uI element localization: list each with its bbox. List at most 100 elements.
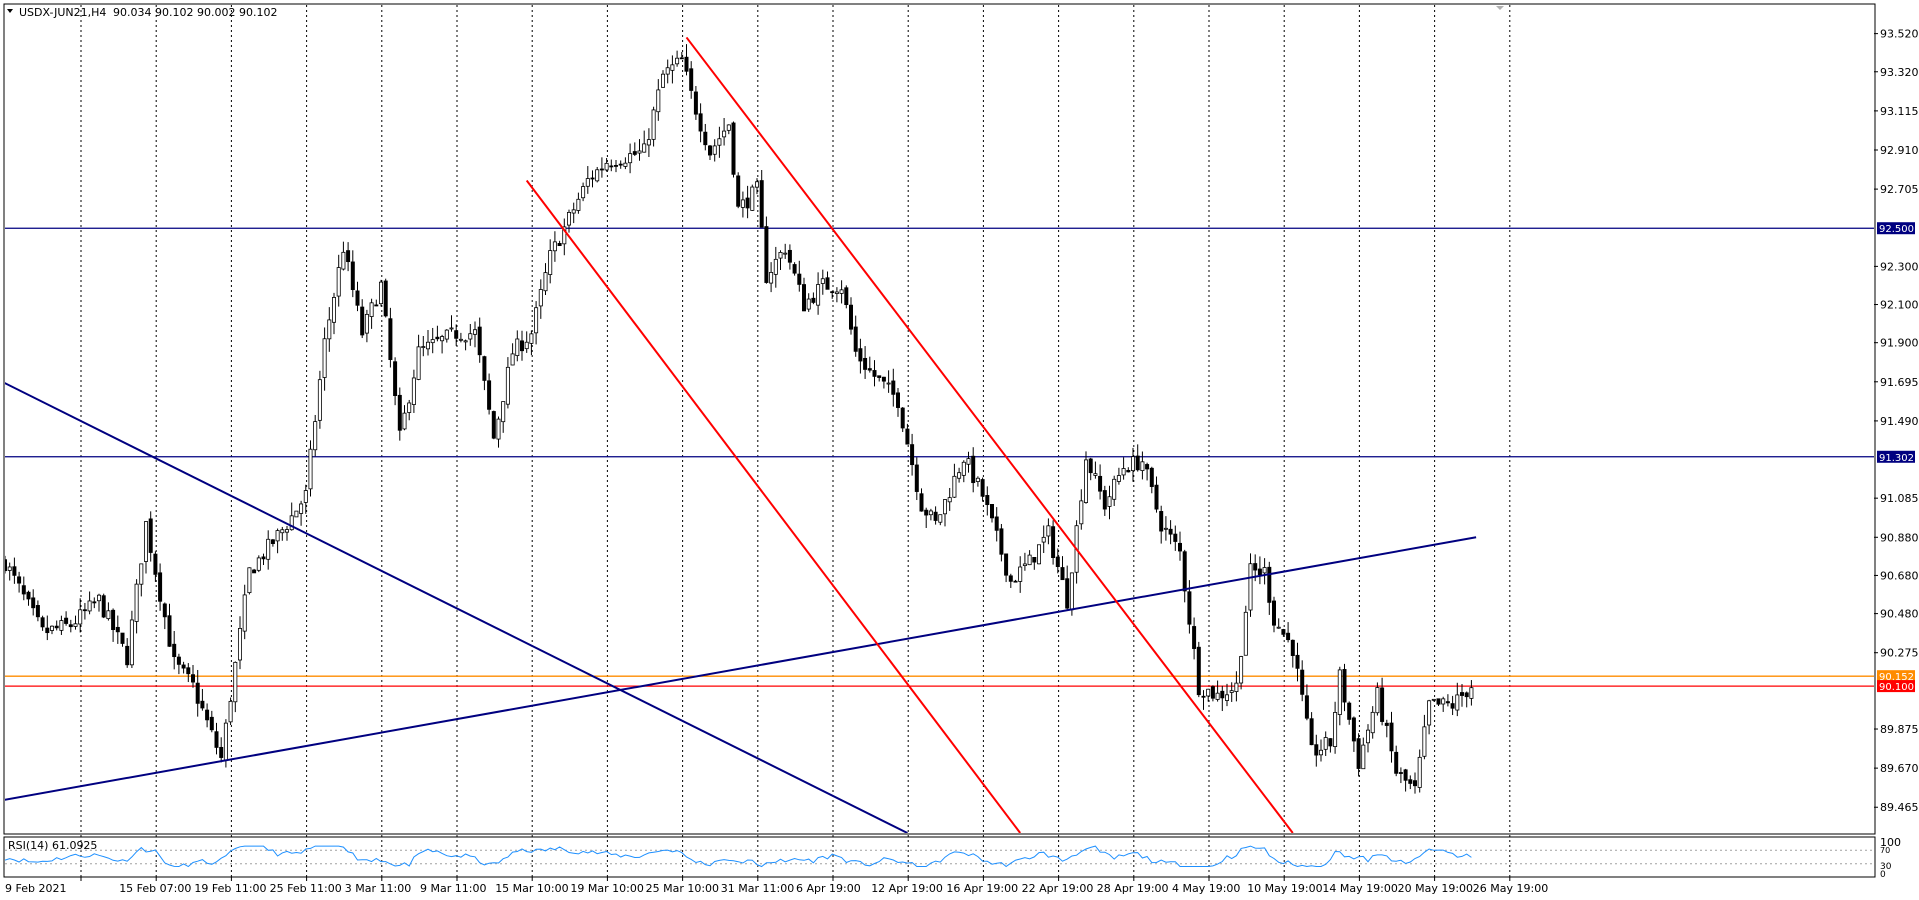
candle-body bbox=[120, 632, 125, 644]
candle-body bbox=[458, 338, 463, 341]
candle-body bbox=[1427, 700, 1432, 726]
candle-body bbox=[703, 131, 708, 146]
candle-body bbox=[1163, 527, 1168, 530]
candle-body bbox=[73, 623, 78, 627]
candle-body bbox=[698, 113, 703, 132]
candle-body bbox=[1248, 563, 1253, 611]
grid-lines bbox=[80, 5, 1511, 877]
candle-body bbox=[585, 178, 590, 187]
candle-body bbox=[769, 272, 774, 284]
candle-body bbox=[50, 625, 55, 631]
candle-body bbox=[975, 477, 980, 482]
candle-body bbox=[1333, 712, 1338, 747]
candle-body bbox=[520, 340, 525, 352]
candle-body bbox=[849, 304, 854, 330]
candle-body bbox=[214, 731, 219, 748]
candle-body bbox=[369, 302, 374, 317]
candle-body bbox=[928, 510, 933, 516]
candle-body bbox=[510, 353, 515, 366]
candle-body bbox=[341, 251, 346, 270]
rsi-line bbox=[4, 845, 1472, 868]
candle-body bbox=[411, 377, 416, 405]
y-tick-label: 92.910 bbox=[1880, 144, 1919, 157]
y-tick-label: 93.115 bbox=[1880, 105, 1919, 118]
x-tick-label: 6 Apr 19:00 bbox=[796, 882, 861, 895]
candle-body bbox=[139, 563, 144, 585]
candle-body bbox=[115, 626, 120, 633]
candle-body bbox=[472, 329, 477, 335]
candle-body bbox=[609, 165, 614, 168]
candle-body bbox=[778, 252, 783, 259]
candle-body bbox=[1051, 526, 1056, 558]
candle-body bbox=[628, 153, 633, 164]
price-tag-label: 92.500 bbox=[1879, 224, 1914, 235]
y-tick-label: 93.520 bbox=[1880, 28, 1919, 41]
candle-body bbox=[1140, 461, 1145, 471]
candle-body bbox=[614, 165, 619, 167]
candle-body bbox=[1351, 717, 1356, 742]
y-tick-label: 92.100 bbox=[1880, 299, 1919, 312]
candle-body bbox=[186, 667, 191, 675]
y-tick-label: 90.680 bbox=[1880, 569, 1919, 582]
candle-body bbox=[731, 122, 736, 175]
trendline bbox=[5, 536, 1477, 801]
price-tag bbox=[1877, 222, 1915, 235]
candle-body bbox=[360, 306, 365, 336]
candle-body bbox=[797, 273, 802, 285]
candle-body bbox=[1210, 686, 1215, 699]
candle-body bbox=[557, 243, 562, 247]
candle-body bbox=[562, 226, 567, 245]
candle-body bbox=[82, 609, 87, 612]
x-tick-label: 9 Feb 2021 bbox=[5, 882, 66, 895]
candle-body bbox=[1196, 646, 1201, 696]
candle-body bbox=[68, 624, 73, 628]
candle-body bbox=[153, 553, 158, 575]
candle-body bbox=[313, 421, 318, 451]
candle-body bbox=[31, 597, 36, 609]
candle-body bbox=[317, 379, 322, 421]
candle-body bbox=[858, 348, 863, 362]
candle-body bbox=[1441, 698, 1446, 705]
candle-body bbox=[689, 68, 694, 91]
candle-body bbox=[1417, 756, 1422, 788]
candle-body bbox=[1380, 687, 1385, 722]
candle-body bbox=[905, 428, 910, 445]
x-tick-label: 25 Feb 11:00 bbox=[270, 882, 342, 895]
candle-body bbox=[1281, 629, 1286, 635]
candle-body bbox=[1257, 568, 1262, 576]
candle-body bbox=[1107, 496, 1112, 507]
shift-marker-icon[interactable] bbox=[1496, 6, 1504, 10]
candle-body bbox=[712, 145, 717, 155]
candle-body bbox=[670, 64, 675, 71]
candle-body bbox=[590, 177, 595, 180]
candle-body bbox=[252, 569, 257, 574]
candle-body bbox=[97, 594, 102, 602]
candle-body bbox=[1116, 475, 1121, 482]
x-tick-label: 16 Apr 19:00 bbox=[946, 882, 1018, 895]
dropdown-triangle-icon[interactable] bbox=[7, 9, 13, 13]
candle-body bbox=[1408, 779, 1413, 784]
candle-body bbox=[299, 503, 304, 514]
candle-body bbox=[947, 497, 952, 503]
candle-body bbox=[167, 615, 172, 647]
candle-body bbox=[505, 366, 510, 405]
candle-body bbox=[576, 198, 581, 211]
candle-body bbox=[280, 529, 285, 534]
candle-body bbox=[802, 284, 807, 312]
candle-body bbox=[1445, 701, 1450, 704]
candle-body bbox=[12, 566, 17, 576]
candle-body bbox=[1192, 626, 1197, 649]
candle-body bbox=[1060, 567, 1065, 581]
price-axis: 93.520 93.320 93.115 92.910 92.705 92.300 92.1… bbox=[1874, 28, 1919, 814]
candle-body bbox=[346, 250, 351, 263]
candle-body bbox=[957, 472, 962, 479]
candle-body bbox=[237, 628, 242, 661]
candle-body bbox=[1328, 738, 1333, 747]
candle-body bbox=[886, 382, 891, 385]
candle-body bbox=[40, 617, 45, 628]
candle-body bbox=[501, 401, 506, 423]
candle-body bbox=[209, 716, 214, 731]
y-tick-label: 91.900 bbox=[1880, 337, 1919, 350]
